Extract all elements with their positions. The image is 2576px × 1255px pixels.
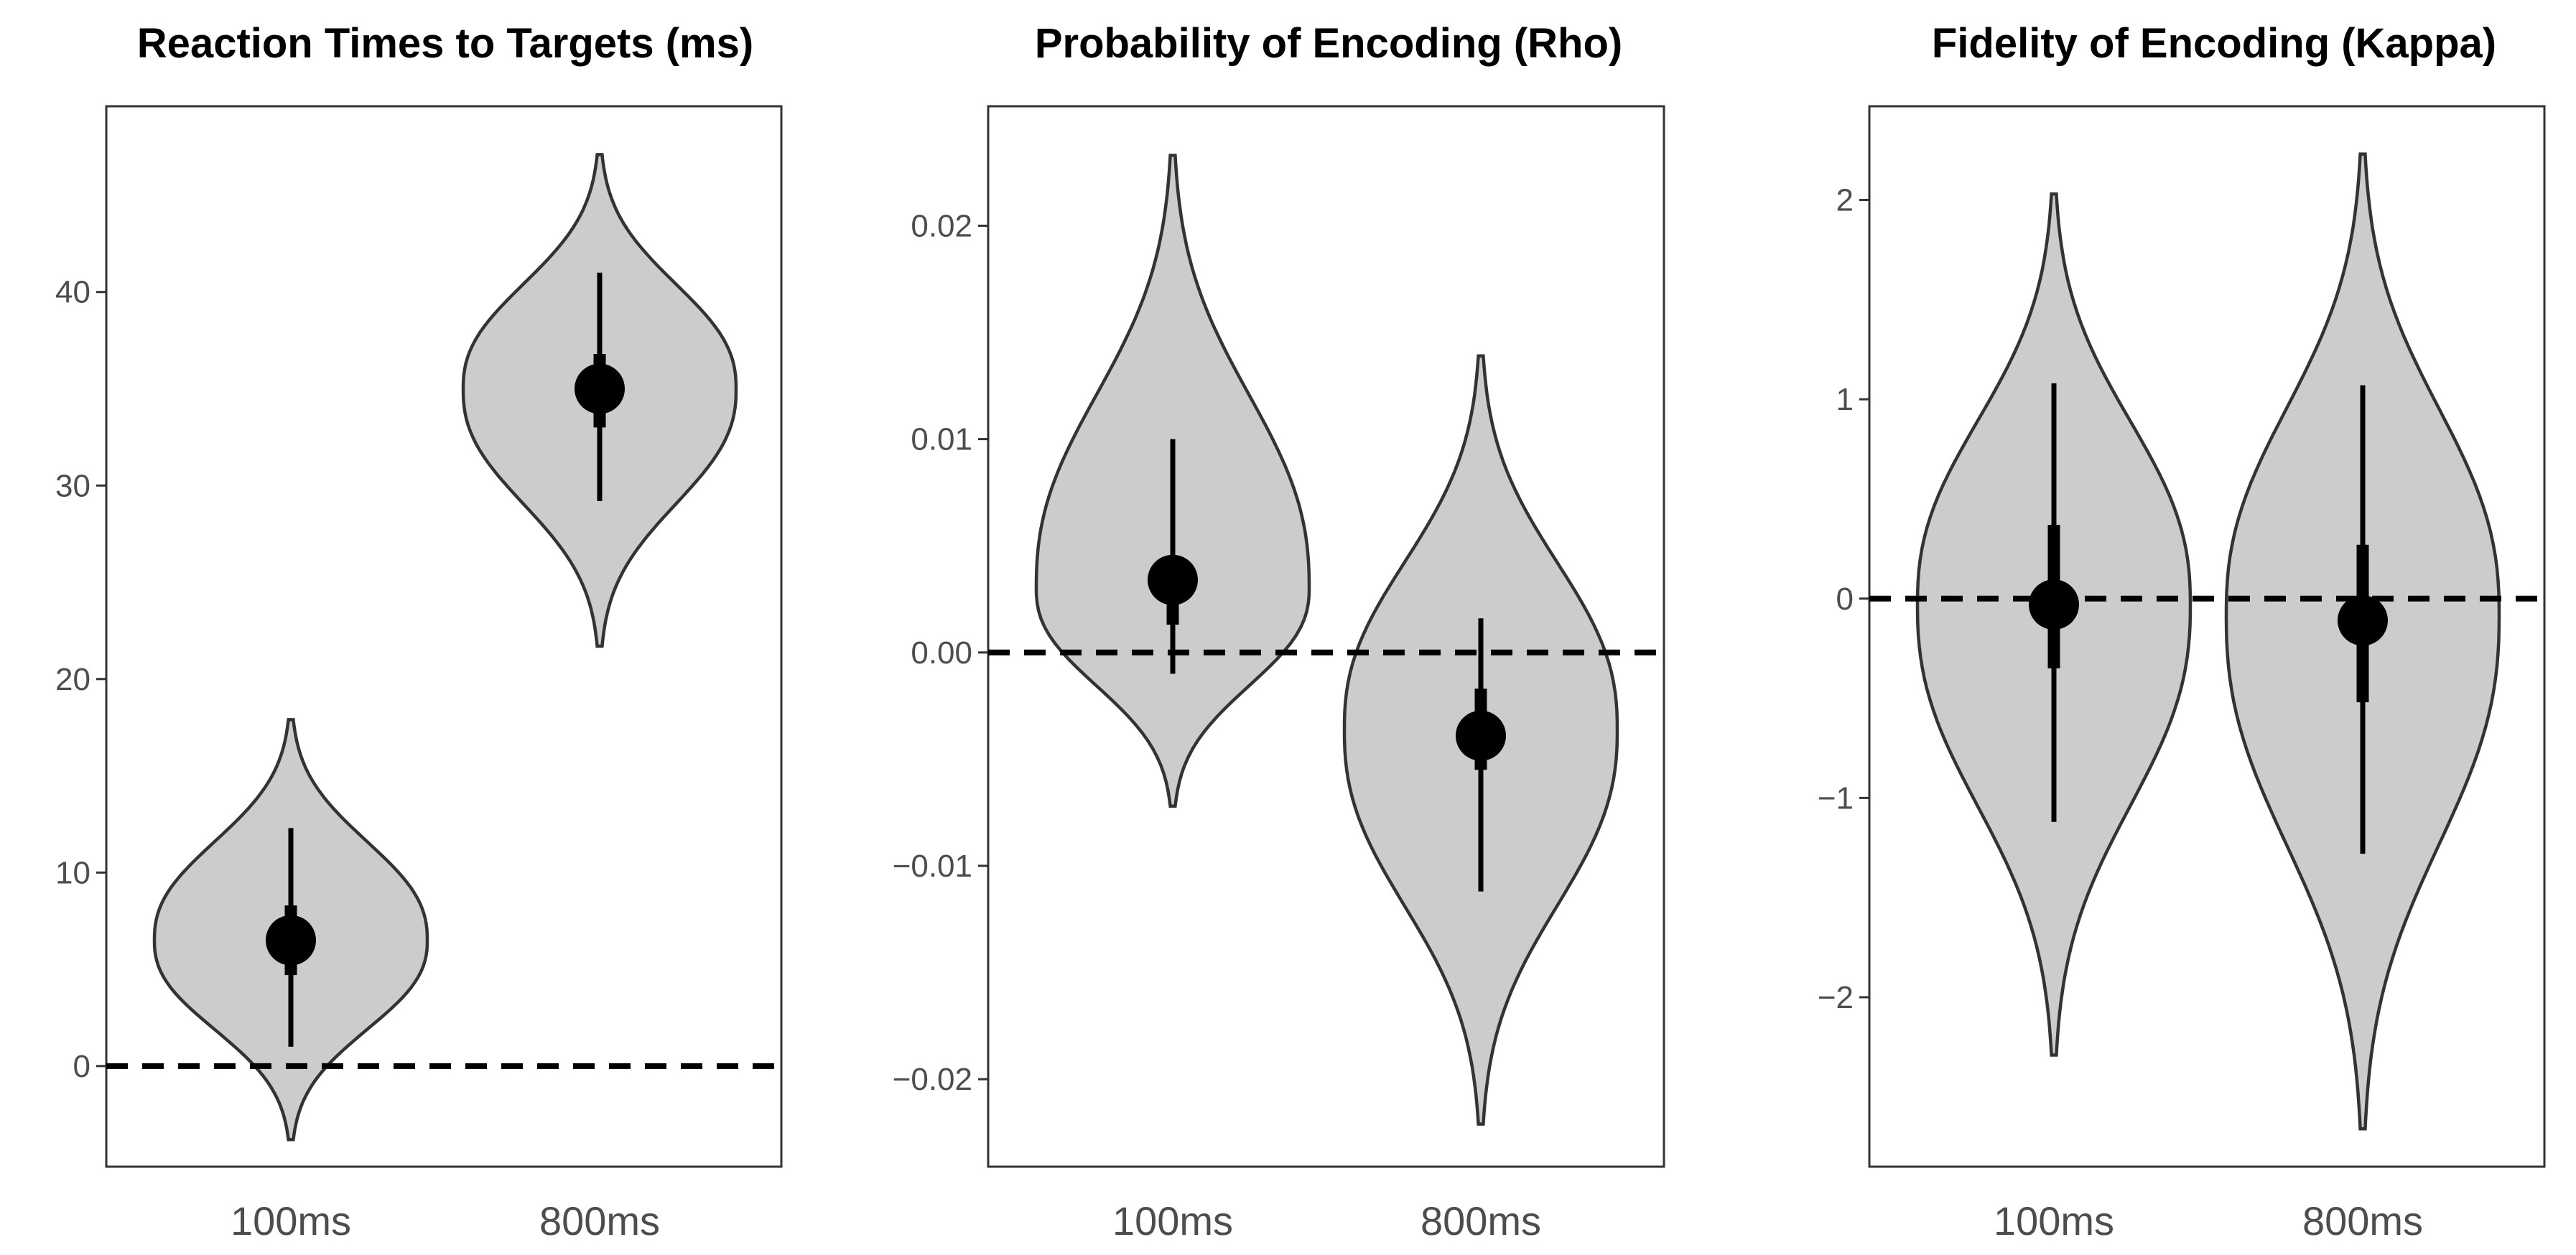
panel-title: Reaction Times to Targets (ms) (137, 20, 753, 67)
panel-probability-rho: Probability of Encoding (Rho) −0.02 −0.01… (893, 20, 1665, 1244)
panel-fidelity-kappa: Fidelity of Encoding (Kappa) −2 −1 0 1 2 100… (1818, 20, 2546, 1244)
x-tick-label-100ms: 100ms (231, 1198, 351, 1244)
panel-frame (105, 105, 783, 1168)
y-tick-label: 20 (55, 662, 90, 697)
median-point-800ms (575, 363, 625, 414)
y-tick-label: 1 (1836, 382, 1854, 417)
y-tick-label: 30 (55, 468, 90, 503)
median-point-100ms (1148, 554, 1198, 605)
panel-frame (1868, 105, 2546, 1168)
y-tick-label: −0.02 (893, 1062, 972, 1097)
x-tick-label-800ms: 800ms (539, 1198, 660, 1244)
x-tick-label-100ms: 100ms (1112, 1198, 1233, 1244)
panel-title: Probability of Encoding (Rho) (1035, 20, 1622, 67)
y-tick-label: −2 (1818, 980, 1854, 1015)
median-point-800ms (1456, 710, 1506, 761)
y-tick-label: 0.02 (911, 208, 972, 243)
panel-frame (987, 105, 1665, 1168)
x-tick-label-800ms: 800ms (2302, 1198, 2423, 1244)
y-tick-label: −1 (1818, 780, 1854, 816)
y-tick-label: 0 (1836, 582, 1854, 617)
y-tick-label: 40 (55, 275, 90, 310)
y-tick-label: 0.01 (911, 422, 972, 457)
median-point-800ms (2338, 595, 2388, 646)
panel-title: Fidelity of Encoding (Kappa) (1932, 20, 2496, 67)
panel-reaction-times: Reaction Times to Targets (ms) 0 10 20 30 40… (55, 20, 783, 1244)
median-point-100ms (266, 915, 316, 966)
y-tick-label: 2 (1836, 182, 1854, 218)
y-tick-label: −0.01 (893, 849, 972, 884)
x-tick-label-800ms: 800ms (1420, 1198, 1541, 1244)
y-tick-label: 0.00 (911, 635, 972, 671)
y-tick-label: 10 (55, 855, 90, 890)
x-tick-label-100ms: 100ms (1994, 1198, 2114, 1244)
median-point-100ms (2029, 579, 2079, 630)
y-tick-label: 0 (73, 1049, 90, 1084)
